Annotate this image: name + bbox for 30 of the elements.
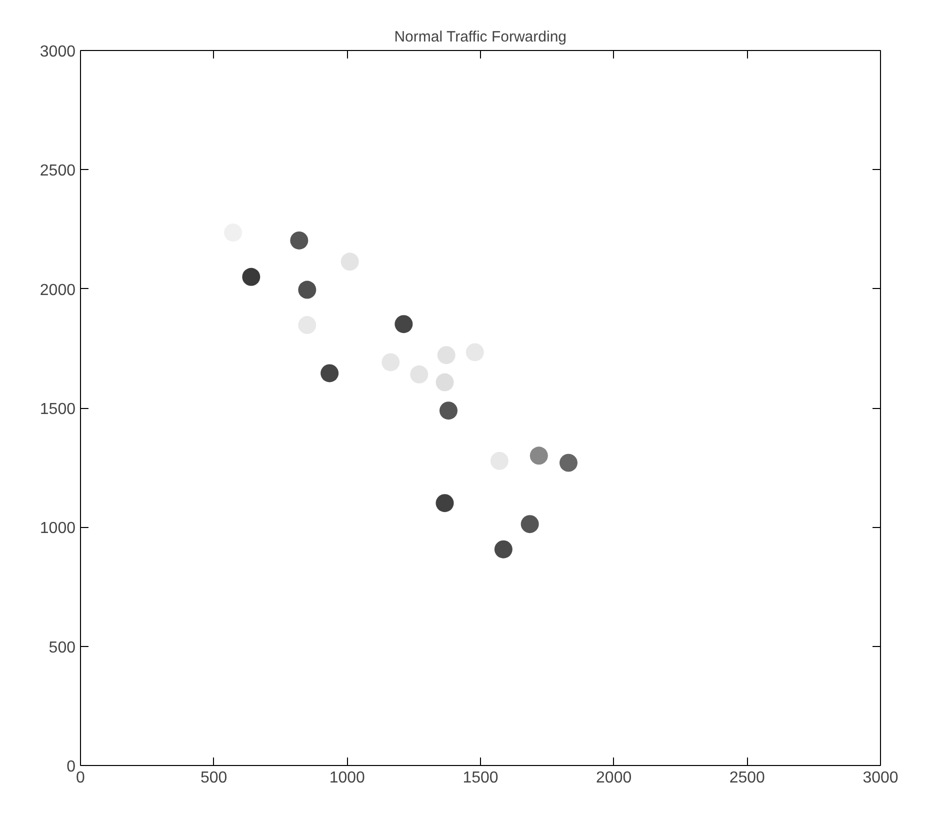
x-tick-label: 3000 bbox=[862, 770, 898, 786]
x-tick-label: 1000 bbox=[329, 770, 366, 786]
point bbox=[320, 364, 339, 382]
y-tick-label: 1500 bbox=[40, 401, 76, 418]
point bbox=[440, 402, 458, 420]
point bbox=[436, 494, 454, 512]
point bbox=[560, 454, 578, 472]
y-tick-label: 500 bbox=[48, 639, 76, 656]
point bbox=[298, 280, 316, 299]
y-tick-label: 2000 bbox=[40, 282, 76, 299]
y-tick-label: 2500 bbox=[40, 162, 76, 180]
point bbox=[520, 515, 539, 534]
point bbox=[340, 252, 359, 271]
x-tick-label: 500 bbox=[200, 770, 228, 786]
y-tick-label: 1000 bbox=[40, 520, 76, 538]
point bbox=[242, 268, 260, 286]
point bbox=[394, 315, 413, 334]
point bbox=[290, 231, 308, 250]
point bbox=[494, 540, 512, 558]
x-tick-label: 2500 bbox=[729, 770, 766, 786]
chart-title: Normal Traffic Forwarding bbox=[394, 28, 567, 46]
x-tick-label: 1500 bbox=[462, 770, 498, 786]
y-tick-label: 3000 bbox=[40, 44, 76, 60]
point bbox=[437, 346, 456, 364]
point bbox=[410, 365, 428, 384]
y-tick-label: 0 bbox=[66, 758, 76, 776]
x-tick-label: 2000 bbox=[596, 770, 632, 786]
point bbox=[382, 353, 400, 372]
point bbox=[436, 373, 454, 392]
point bbox=[530, 446, 548, 465]
